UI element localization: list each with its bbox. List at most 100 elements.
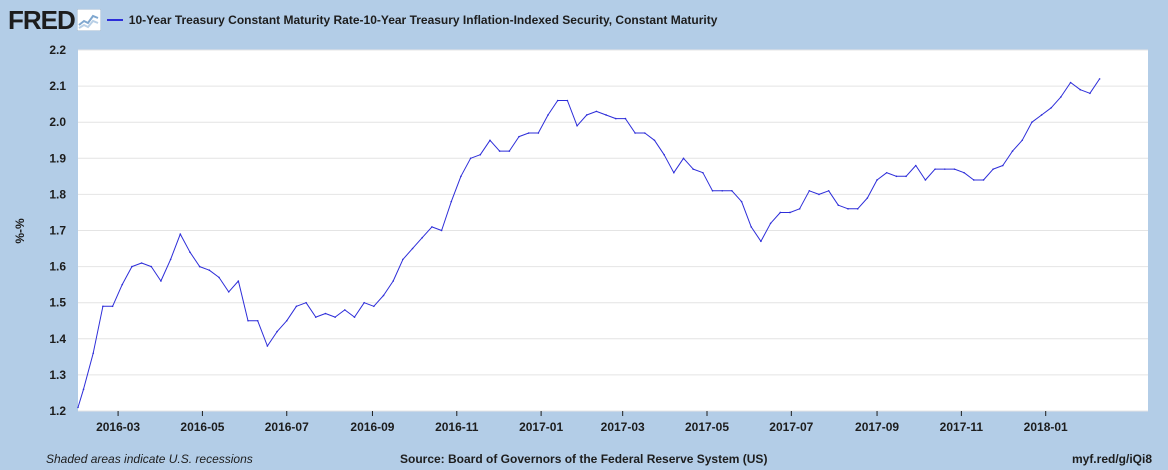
line-chart-icon [76,9,101,31]
x-tick-label: 2016-11 [435,420,479,434]
data-point [131,265,133,268]
chart-header: FRED 10-Year Treasury Constant Maturity … [8,6,717,34]
data-point [740,200,743,203]
data-point [547,114,549,116]
data-point [702,171,704,174]
data-point [1021,139,1023,142]
x-tick-label: 2017-11 [940,420,984,434]
data-point [305,301,307,304]
data-point [750,226,753,228]
data-point [837,204,840,207]
data-point [469,157,472,160]
data-point [102,305,104,308]
data-point [1079,88,1082,91]
data-point [585,114,588,116]
data-point [992,168,994,170]
y-tick-label: 1.7 [49,224,66,238]
data-point [827,189,830,192]
data-point [285,319,288,322]
y-axis-ticks: 1.2 1.3 1.4 1.5 1.6 1.7 1.8 1.9 2.0 2.1 2.2 [49,43,66,418]
data-point [566,99,569,102]
line-chart: 1.2 1.3 1.4 1.5 1.6 1.7 1.8 1.9 2.0 2.1 2.2 2016-0… [13,43,1148,434]
y-tick-label: 1.3 [49,368,66,382]
data-point [431,226,433,228]
data-point [450,200,453,203]
data-point [160,280,162,282]
data-point [169,258,172,261]
data-point [595,110,598,113]
data-point [227,291,230,293]
data-point [460,175,462,178]
data-point [479,153,482,156]
y-tick-label: 2.0 [49,115,66,129]
data-point [198,265,201,268]
y-tick-label: 1.6 [49,260,66,274]
data-point [711,189,714,192]
data-point [1050,106,1053,109]
data-point [218,276,220,279]
data-point [1060,96,1062,98]
chart-footer: Shaded areas indicate U.S. recessions So… [0,450,1168,468]
data-point [982,179,985,181]
y-tick-label: 2.2 [49,43,66,57]
data-point [663,153,665,156]
x-tick-label: 2017-05 [685,420,729,434]
share-link[interactable]: myf.red/g/iQi8 [1071,452,1152,466]
data-point [769,222,772,225]
data-point [1040,114,1043,116]
data-point [247,319,249,322]
data-point [1089,92,1091,95]
data-point [314,316,317,318]
data-point [237,280,240,282]
x-tick-label: 2016-09 [350,420,394,434]
x-tick-label: 2017-01 [519,420,563,434]
data-point [808,189,811,192]
data-point [421,236,424,239]
data-point [353,316,356,318]
fred-logo[interactable]: FRED [8,5,76,35]
data-point [1069,81,1072,84]
data-point [614,117,617,120]
data-point [866,197,869,199]
data-point [953,168,956,170]
data-point [856,208,859,210]
data-point [605,114,607,116]
x-axis-ticks: 2016-03 2016-05 2016-07 2016-09 2016-11 2017-… [96,411,1068,434]
data-point [973,179,975,181]
data-point [82,388,85,391]
data-point [779,211,782,214]
x-tick-label: 2018-01 [1024,420,1068,434]
data-point [576,125,578,127]
x-tick-label: 2017-09 [855,420,899,434]
data-point [179,233,182,235]
data-point [440,229,443,232]
y-tick-label: 1.5 [49,296,66,310]
data-point [847,208,849,210]
data-point [324,312,327,315]
data-point [692,168,694,170]
data-point [924,179,927,181]
data-point [963,171,965,174]
data-point [411,247,414,250]
source-note: Source: Board of Governors of the Federa… [400,452,768,466]
data-point [634,132,636,134]
legend-swatch [106,19,123,21]
data-point [344,309,346,311]
data-point [92,352,95,355]
data-point [798,208,801,210]
data-point [1002,164,1004,167]
data-point [653,139,656,142]
data-point [673,171,675,174]
x-tick-label: 2016-07 [265,420,309,434]
x-tick-label: 2016-05 [180,420,224,434]
legend: 10-Year Treasury Constant Maturity Rate-… [106,13,718,27]
legend-label: 10-Year Treasury Constant Maturity Rate-… [128,13,718,27]
data-point [373,305,375,308]
y-tick-label: 1.4 [49,332,66,346]
data-point [111,305,114,308]
y-tick-label: 1.8 [49,187,66,201]
data-point [682,157,685,160]
y-axis-title: %-% [13,218,27,244]
data-point [731,189,733,192]
y-tick-label: 1.9 [49,151,66,165]
